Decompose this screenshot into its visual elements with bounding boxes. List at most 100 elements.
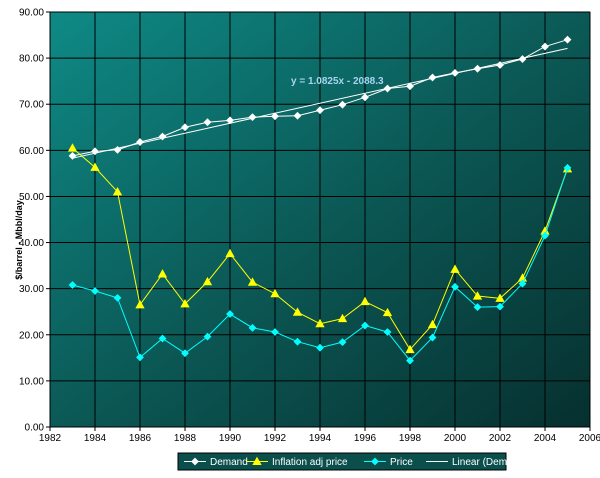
point-inflation-adj-price (90, 162, 100, 171)
point-price (383, 328, 392, 336)
point-demand (271, 112, 279, 121)
x-tick-label: 1986 (129, 433, 152, 444)
point-demand (428, 73, 437, 82)
point-demand (338, 100, 347, 109)
point-price (91, 287, 99, 295)
legend: Demand Inflation adj price Price Linear (De… (177, 452, 527, 471)
point-inflation-adj-price (315, 318, 325, 328)
point-price (338, 338, 347, 347)
legend-marker (371, 457, 379, 466)
point-demand (541, 42, 549, 51)
point-price (136, 353, 144, 362)
point-demand (203, 118, 212, 127)
point-inflation-adj-price (112, 187, 123, 196)
point-inflation-adj-price (247, 277, 258, 286)
point-inflation-adj-price (225, 248, 235, 258)
x-tick-label: 2004 (534, 433, 557, 444)
point-price (113, 293, 122, 302)
y-tick-label: 30.00 (19, 284, 44, 295)
x-tick-label: 1990 (219, 433, 242, 444)
legend-label: Linear (Demand) (452, 457, 527, 468)
x-tick-label: 1998 (399, 433, 422, 444)
y-axis-label: $/barrel - Mbbl/day (14, 200, 24, 280)
point-inflation-adj-price (405, 344, 415, 354)
x-tick-label: 1988 (174, 433, 197, 444)
y-tick-label: 60.00 (19, 146, 44, 157)
point-demand (361, 93, 369, 102)
point-price (518, 279, 527, 288)
series-linear-demand (72, 47, 568, 159)
point-demand (181, 123, 189, 132)
point-demand (68, 151, 77, 160)
point-inflation-adj-price (382, 307, 393, 317)
legend-label: Price (390, 457, 413, 468)
legend-box (177, 452, 507, 471)
y-tick-label: 10.00 (19, 376, 44, 387)
legend-label: Demand (210, 457, 248, 468)
point-demand (316, 106, 324, 115)
point-inflation-adj-price (157, 269, 168, 278)
point-price (406, 356, 414, 365)
point-price (158, 334, 167, 343)
point-demand (91, 147, 99, 156)
x-tick-label: 1992 (264, 433, 287, 444)
x-tick-label: 2000 (444, 433, 467, 444)
point-demand (406, 82, 414, 91)
x-tick-label: 2006 (579, 433, 600, 444)
point-inflation-adj-price (292, 307, 303, 316)
point-price (248, 323, 257, 332)
trendline-equation: y = 1.0825x - 2088.3 (291, 76, 384, 87)
series-demand (68, 35, 572, 160)
y-tick-label: 90.00 (19, 8, 44, 19)
point-price (181, 349, 189, 358)
point-inflation-adj-price (135, 299, 145, 309)
legend-marker (191, 457, 199, 466)
trendline-linear-demand (72, 47, 568, 159)
x-tick-label: 1994 (309, 433, 332, 444)
point-price (473, 303, 482, 312)
point-inflation-adj-price (270, 288, 280, 298)
point-price (451, 282, 459, 291)
point-demand (563, 35, 572, 44)
x-tick-label: 2002 (489, 433, 512, 444)
point-price (226, 310, 234, 318)
point-inflation-adj-price (337, 313, 348, 323)
legend-marker (252, 456, 262, 466)
y-tick-label: 20.00 (19, 330, 44, 341)
x-tick-label: 1982 (39, 433, 62, 444)
point-inflation-adj-price (495, 293, 505, 302)
point-price (271, 328, 279, 336)
point-price (293, 337, 302, 346)
y-tick-label: 40.00 (19, 238, 44, 249)
y-tick-label: 70.00 (19, 100, 44, 111)
point-inflation-adj-price (180, 299, 190, 308)
point-price (203, 332, 212, 341)
y-tick-label: 80.00 (19, 54, 44, 65)
point-price (428, 333, 437, 342)
point-price (496, 302, 504, 311)
x-tick-label: 1996 (354, 433, 377, 444)
point-inflation-adj-price (472, 291, 483, 300)
point-inflation-adj-price (427, 319, 438, 329)
legend-label: Inflation adj price (272, 457, 348, 468)
point-price (68, 281, 77, 289)
point-inflation-adj-price (360, 296, 370, 306)
point-price (563, 163, 572, 172)
y-tick-label: 0.00 (25, 423, 45, 434)
point-price (541, 231, 549, 240)
x-tick-label: 1984 (84, 433, 107, 444)
point-inflation-adj-price (67, 143, 78, 152)
point-inflation-adj-price (202, 276, 213, 286)
point-inflation-adj-price (450, 264, 460, 273)
point-price (316, 343, 324, 352)
point-demand (293, 111, 302, 120)
series-price (68, 163, 572, 365)
point-demand (158, 132, 167, 141)
point-demand (248, 113, 257, 122)
series-group (67, 35, 573, 365)
y-tick-label: 50.00 (19, 192, 44, 203)
series-inflation-adj-price (67, 143, 573, 354)
axes: 1982 1984 1986 1988 1990 1992 1994 1996 1998 2000… (19, 8, 600, 445)
point-price (361, 321, 369, 330)
